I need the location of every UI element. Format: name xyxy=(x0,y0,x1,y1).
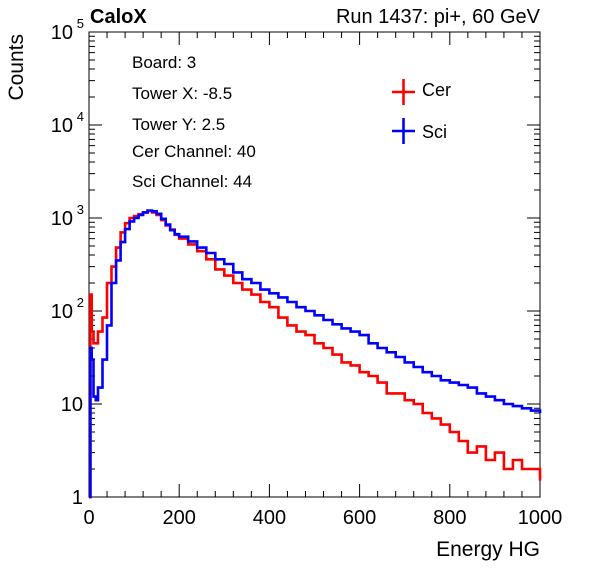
legend-label-cer: Cer xyxy=(422,80,452,100)
x-tick-label: 1000 xyxy=(518,507,563,529)
chart-brand-label: CaloX xyxy=(90,6,147,28)
y-tick-label: 10 xyxy=(51,208,73,230)
y-tick-exponent: 4 xyxy=(77,109,84,124)
y-tick-label: 10 xyxy=(51,22,73,44)
y-tick-label: 10 xyxy=(61,394,83,416)
legend-label-sci: Sci xyxy=(422,122,448,142)
y-tick-exponent: 5 xyxy=(77,16,84,31)
x-tick-label: 200 xyxy=(163,507,196,529)
y-axis-label: Counts xyxy=(5,34,28,101)
plot-frame xyxy=(88,31,541,498)
info-tower-y: Tower Y: 2.5 xyxy=(132,115,226,134)
y-tick-exponent: 2 xyxy=(77,295,84,310)
info-tower-x: Tower X: -8.5 xyxy=(132,84,233,103)
x-tick-label: 600 xyxy=(343,507,376,529)
series-cer-line xyxy=(89,209,542,499)
x-tick-label: 400 xyxy=(253,507,286,529)
y-tick-exponent: 3 xyxy=(77,202,84,217)
run-label: Run 1437: pi+, 60 GeV xyxy=(335,6,540,28)
info-board: Board: 3 xyxy=(132,53,197,72)
y-tick-label: 10 xyxy=(51,115,73,137)
x-tick-label: 800 xyxy=(433,507,466,529)
info-sci-channel: Sci Channel: 44 xyxy=(132,172,253,191)
y-tick-label: 10 xyxy=(51,301,73,323)
y-tick-label: 1 xyxy=(72,487,83,509)
x-axis-label: Energy HG xyxy=(436,538,540,561)
info-cer-channel: Cer Channel: 40 xyxy=(132,142,256,161)
x-tick-label: 0 xyxy=(83,507,94,529)
series-sci-line xyxy=(89,209,542,499)
